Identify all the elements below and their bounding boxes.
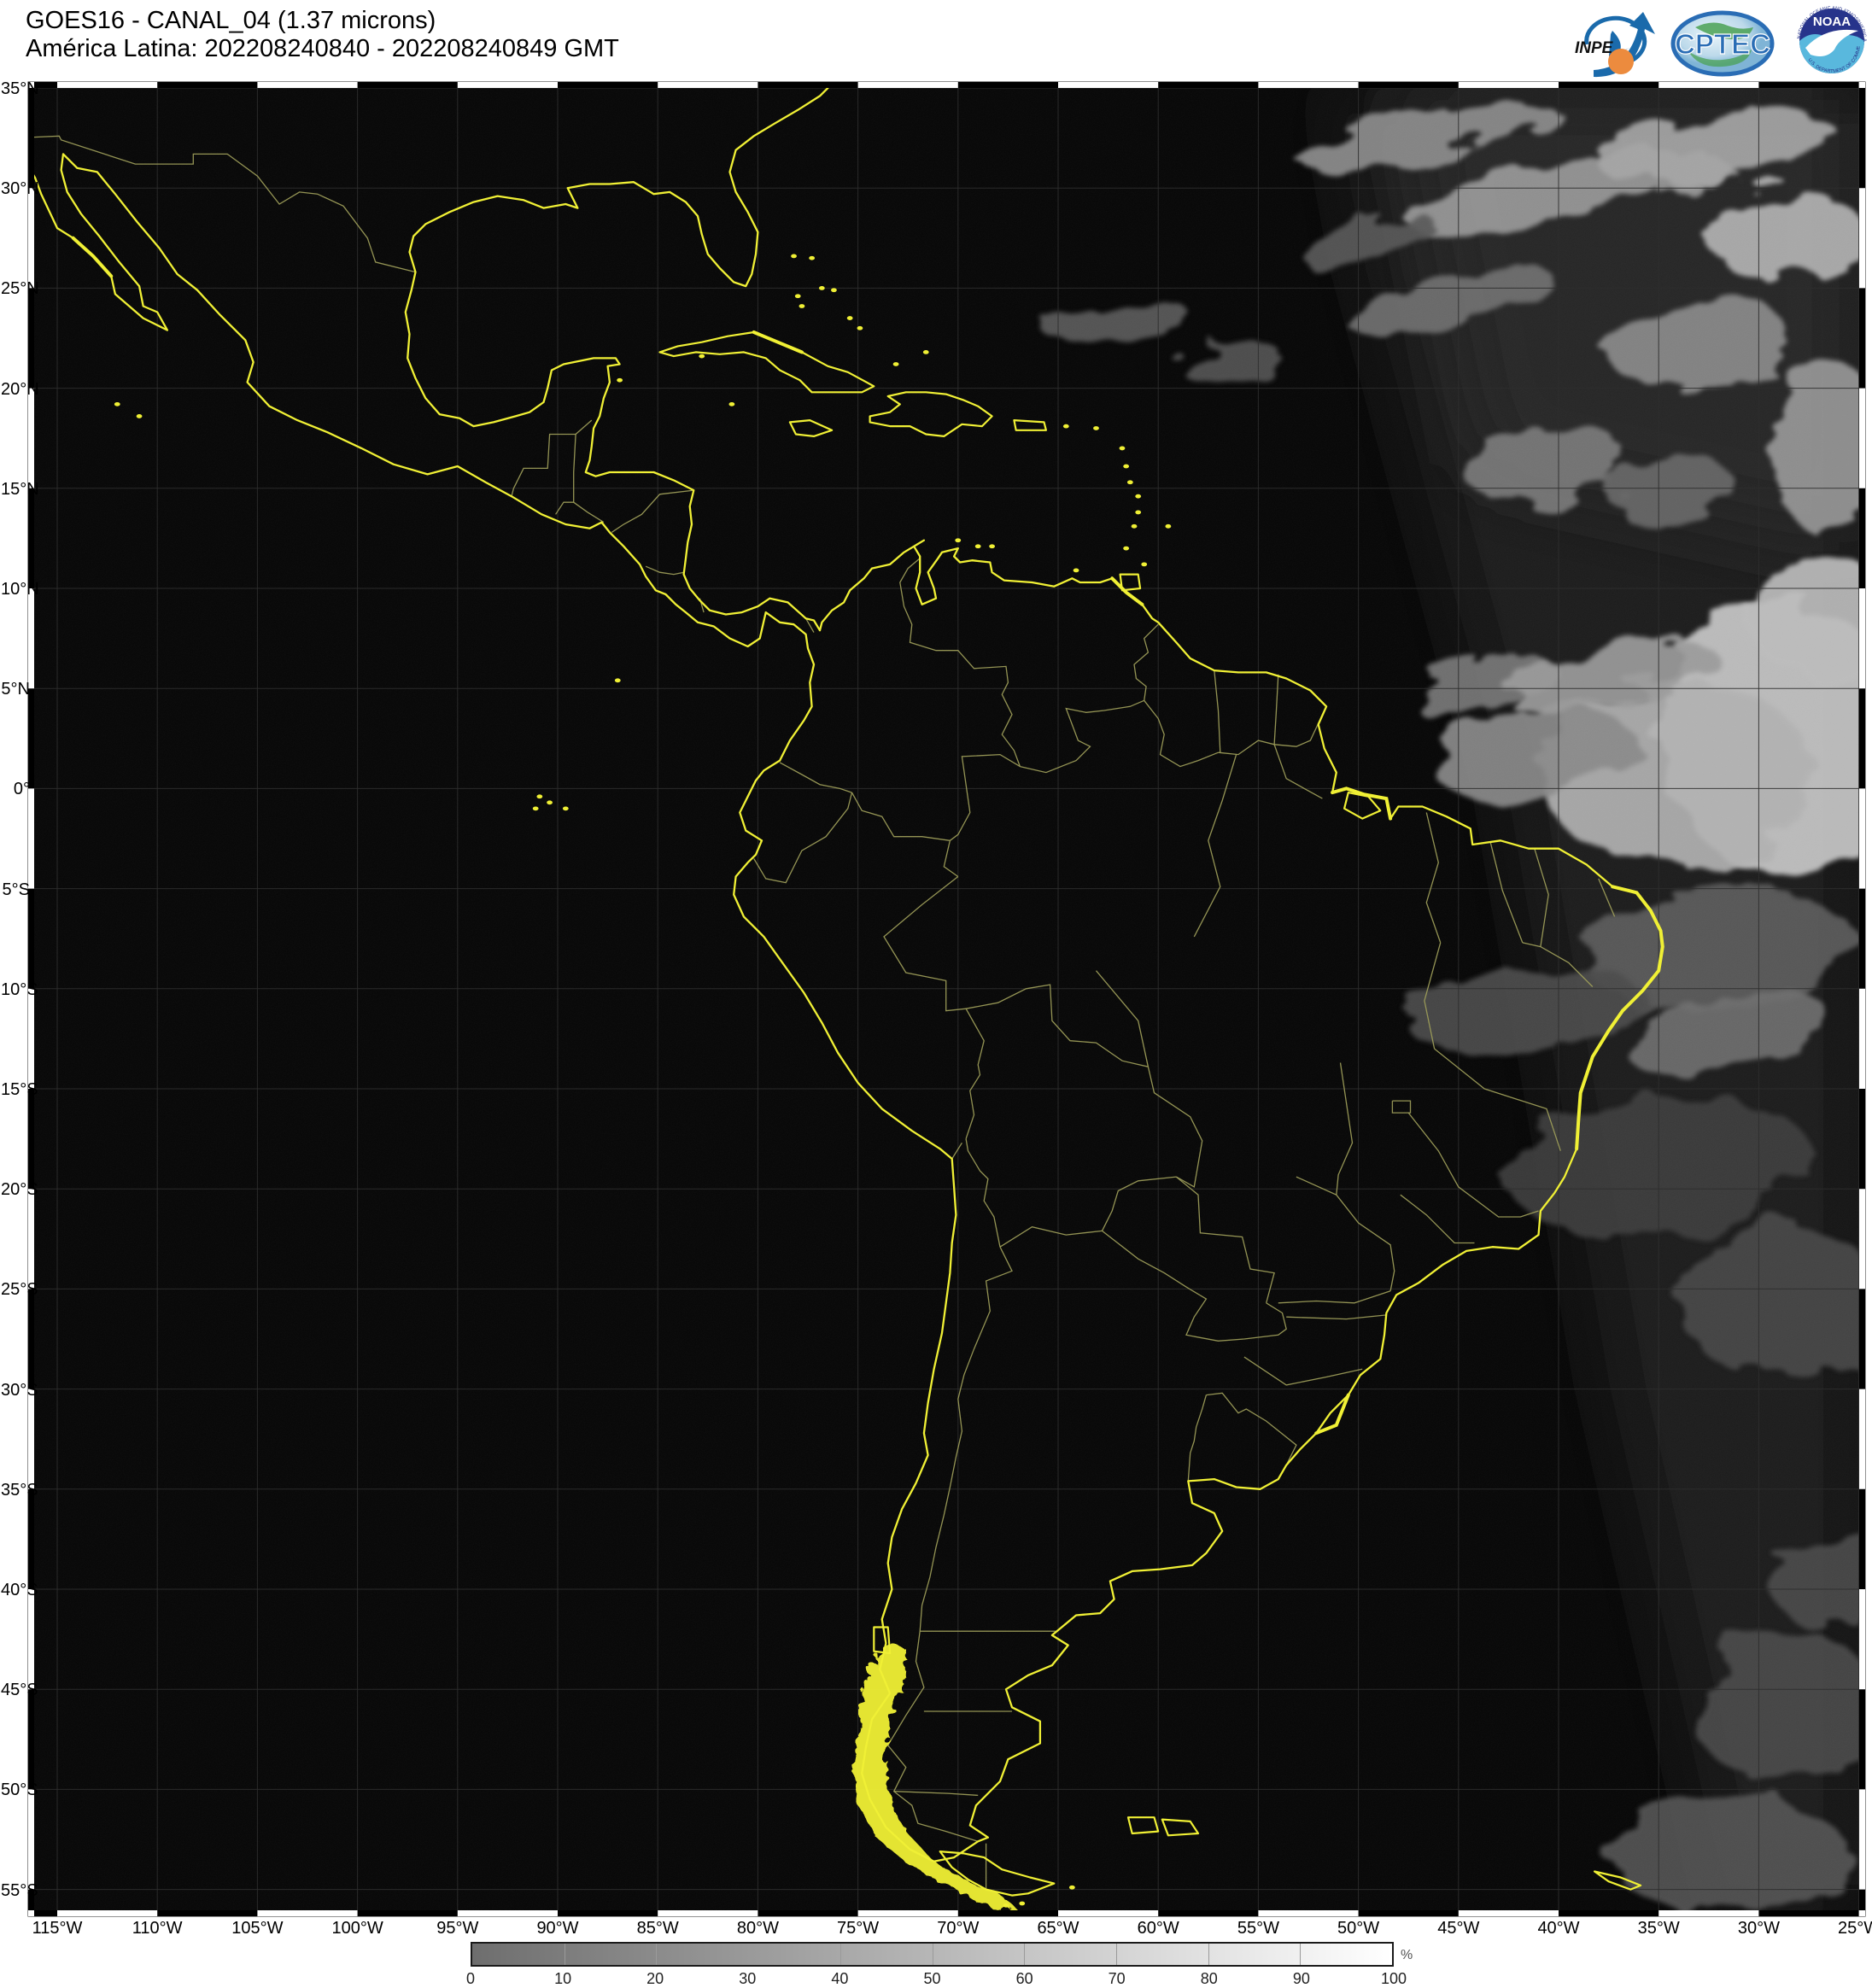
- lon-label: 40°W: [1537, 1919, 1580, 1938]
- lat-label: 10°N: [1, 580, 39, 599]
- colorbar-tick: [748, 1944, 750, 1965]
- cptec-logo-icon: CPTEC: [1670, 10, 1775, 77]
- lat-label: 5°N: [1, 680, 30, 699]
- colorbar-tick-label: 100: [1380, 1970, 1407, 1987]
- colorbar-tick: [1115, 1944, 1117, 1965]
- lat-label: 20°S: [1, 1180, 38, 1200]
- colorbar-tick: [1208, 1944, 1209, 1965]
- lon-label: 30°W: [1737, 1919, 1780, 1938]
- lon-label: 45°W: [1437, 1919, 1480, 1938]
- colorbar-tick: [1300, 1944, 1302, 1965]
- colorbar-tick: [1024, 1944, 1026, 1965]
- lon-label: 35°W: [1637, 1919, 1680, 1938]
- lat-label: 25°N: [1, 279, 39, 299]
- colorbar-tick-label: 80: [1200, 1970, 1218, 1987]
- lat-label: 25°S: [1, 1280, 38, 1300]
- lat-label: 30°S: [1, 1380, 38, 1400]
- lon-label: 85°W: [636, 1919, 679, 1938]
- lon-label: 70°W: [937, 1919, 980, 1938]
- lon-label: 115°W: [32, 1919, 83, 1938]
- svg-text:NOAA: NOAA: [1813, 15, 1851, 29]
- colorbar-tick-label: 20: [646, 1970, 664, 1987]
- noaa-logo-icon: NOAA NATIONAL OCEANIC AND ATMOSPHERIC AD…: [1792, 0, 1871, 80]
- lon-label: 110°W: [132, 1919, 183, 1938]
- lon-label: 95°W: [436, 1919, 479, 1938]
- colorbar-tick-label: 30: [739, 1970, 757, 1987]
- svg-text:INPE: INPE: [1575, 39, 1614, 57]
- lat-label: 35°S: [1, 1480, 38, 1500]
- lat-label: 10°S: [1, 979, 38, 999]
- title-line1: GOES16 - CANAL_04 (1.37 microns): [26, 7, 436, 34]
- lon-label: 75°W: [837, 1919, 880, 1938]
- colorbar-unit-label: %: [1401, 1948, 1413, 1962]
- lon-label: 25°W: [1838, 1919, 1872, 1938]
- lon-label: 105°W: [231, 1919, 284, 1938]
- lat-label: 45°S: [1, 1681, 38, 1700]
- lat-label: 15°S: [1, 1080, 38, 1099]
- lon-label: 65°W: [1037, 1919, 1079, 1938]
- lat-label: 20°N: [1, 379, 39, 399]
- lat-label: 55°S: [1, 1880, 38, 1900]
- colorbar-tick-label: 60: [1015, 1970, 1033, 1987]
- inpe-logo-icon: INPE: [1575, 12, 1655, 78]
- title-line2: América Latina: 202208240840 - 202208240…: [26, 35, 619, 62]
- colorbar-tick: [656, 1944, 658, 1965]
- colorbar-tick-label: 0: [465, 1970, 475, 1987]
- lon-label: 60°W: [1137, 1919, 1179, 1938]
- lon-label: 50°W: [1337, 1919, 1380, 1938]
- lat-label: 40°S: [1, 1581, 38, 1599]
- colorbar-tick-label: 50: [923, 1970, 941, 1987]
- lon-label: 55°W: [1237, 1919, 1279, 1938]
- colorbar-tick-label: 90: [1292, 1970, 1310, 1987]
- lon-label: 100°W: [331, 1919, 383, 1938]
- lon-label: 90°W: [536, 1919, 579, 1938]
- lat-label: 30°N: [1, 179, 39, 199]
- svg-text:CPTEC: CPTEC: [1675, 28, 1770, 60]
- lat-label: 15°N: [1, 479, 39, 499]
- reflectance-colorbar: [471, 1942, 1394, 1967]
- colorbar-tick-label: 10: [554, 1970, 572, 1987]
- lat-label: 50°S: [1, 1780, 38, 1800]
- colorbar-tick: [839, 1944, 841, 1965]
- lon-label: 80°W: [736, 1919, 779, 1938]
- colorbar-tick-label: 70: [1108, 1970, 1126, 1987]
- colorbar-tick-label: 40: [831, 1970, 849, 1987]
- lat-label: 35°N: [1, 79, 39, 98]
- lat-label: 0°: [13, 780, 30, 799]
- lat-label: 5°S: [2, 880, 30, 899]
- page-title: GOES16 - CANAL_04 (1.37 microns) América…: [26, 7, 619, 63]
